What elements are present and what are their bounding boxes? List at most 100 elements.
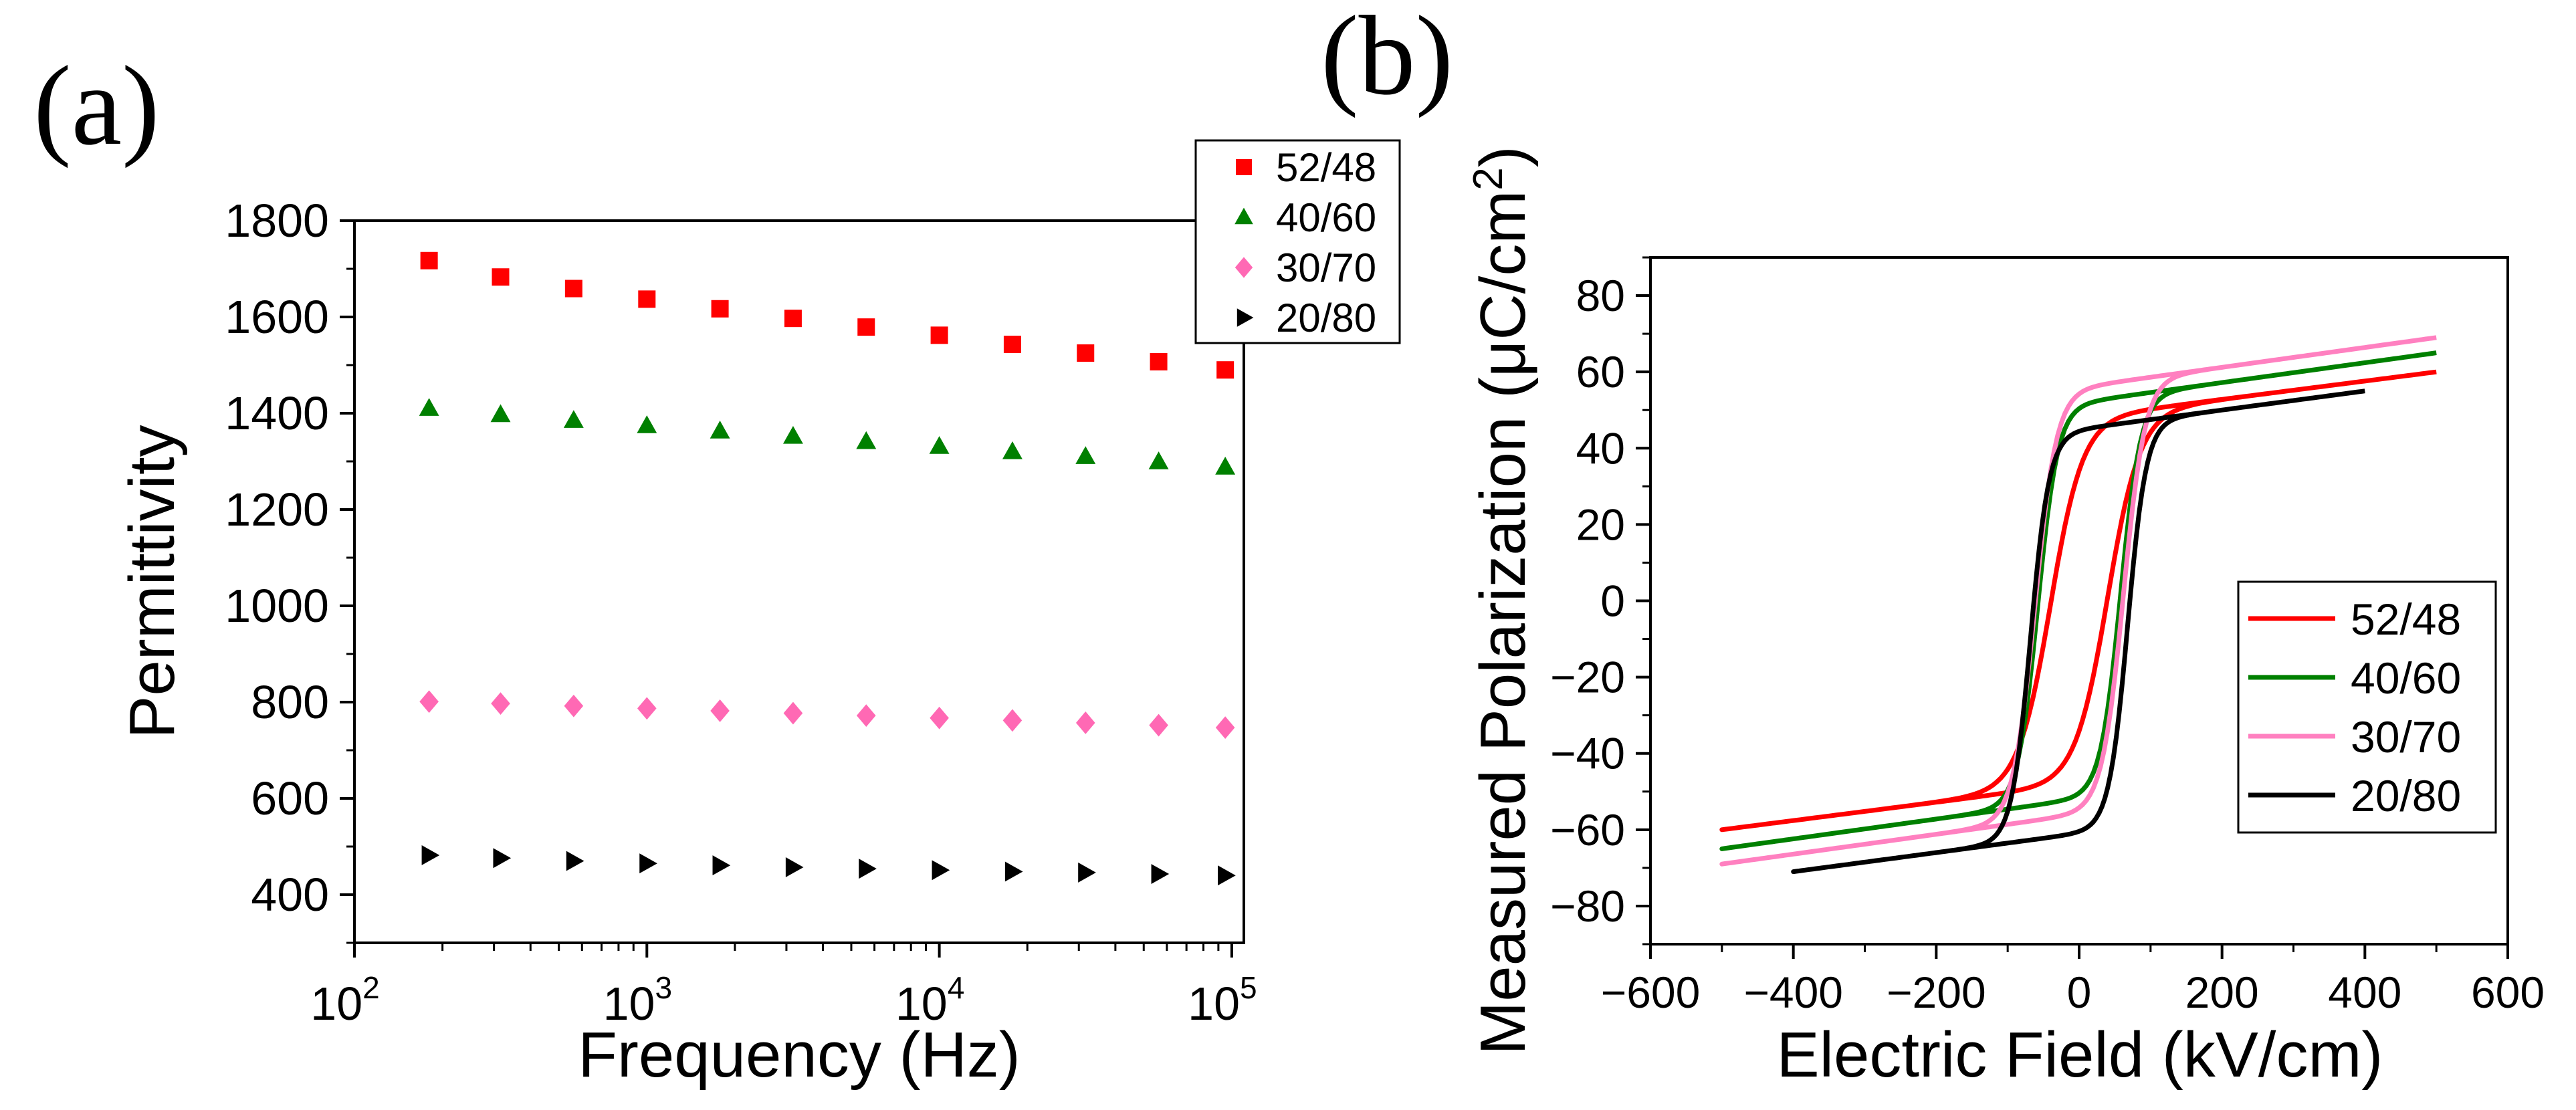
panel-b-x-tick-label: 400 [2328, 968, 2401, 1017]
panel-a: (a) 102 103 104 105 400 600 800 1000 1200 1400 16… [33, 43, 1401, 1091]
panel-a-data-point [857, 318, 875, 336]
panel-b-y-tick-label: −20 [1550, 653, 1625, 702]
panel-a-y-tick-label: 1200 [225, 483, 329, 536]
panel-a-data-point [856, 431, 877, 449]
panel-a-data-point [1149, 713, 1168, 737]
panel-a-y-tick-label: 1600 [225, 291, 329, 343]
panel-b-y-axis-label-close: ) [1467, 146, 1539, 167]
panel-a-data-point [1003, 336, 1021, 354]
panel-a-data-point [1151, 864, 1170, 884]
panel-b-legend-box [2237, 580, 2497, 834]
panel-a-data-point [564, 694, 584, 717]
panel-b-y-tick-label: −80 [1550, 881, 1625, 931]
panel-b-y-tick-label: 20 [1576, 500, 1625, 549]
panel-a-data-point [492, 268, 510, 286]
panel-a-data-point [419, 398, 439, 416]
panel-a-y-tick-label: 800 [251, 676, 329, 728]
panel-a-data-point [1078, 862, 1096, 883]
panel-b-loop-30-70 [1719, 335, 2437, 867]
panel-b-x-tick-label: −200 [1887, 968, 1986, 1017]
panel-a-axes-frame [353, 219, 1245, 944]
panel-b-y-tick-label: −60 [1550, 805, 1625, 855]
panel-b-legend-label: 20/80 [2351, 771, 2461, 820]
panel-a-data-point [782, 425, 803, 444]
panel-a-data-point [1148, 451, 1169, 469]
panel-a-legend-label: 20/80 [1276, 296, 1376, 340]
panel-a-data-point [1004, 861, 1023, 882]
panel-a-legend-box [1194, 139, 1401, 344]
panel-b-y-axis-label-main: Measured Polarization (μC/cm [1467, 191, 1539, 1055]
panel-a-data-point [566, 851, 584, 871]
panel-b-loop-52-48 [1719, 369, 2437, 832]
panel-a-data-point [1215, 457, 1236, 475]
panel-a-data-point [1075, 711, 1095, 734]
panel-a-data-point [419, 690, 439, 713]
panel-a-data-point [637, 415, 657, 433]
panel-a-data-point [784, 310, 802, 328]
panel-b-y-axis-label-sup: 2 [1465, 167, 1511, 190]
panel-a-y-tick-label: 1400 [225, 387, 329, 439]
panel-b-x-tick-label: −400 [1743, 968, 1843, 1017]
panel-b: (b) −600 −400 −200 0 200 400 600 −80−60−40−200… [1321, 0, 2545, 1091]
panel-b-y-tick-label: 40 [1576, 423, 1625, 473]
panel-a-y-tick-label: 1000 [225, 580, 329, 632]
panel-a-data-point [1218, 865, 1236, 886]
panel-a-series-52-48 [420, 251, 1235, 379]
panel-b-loop-20-80 [1791, 388, 2365, 875]
panel-a-data-point [785, 857, 804, 877]
panel-a-x-tick-label: 105 [1188, 970, 1257, 1030]
panel-a-data-point [1075, 446, 1096, 464]
panel-a-data-point [711, 300, 729, 318]
panel-a-data-point [1216, 361, 1235, 379]
panel-a-legend-label: 52/48 [1276, 145, 1376, 190]
panel-b-y-tick-label: 80 [1576, 271, 1625, 320]
panel-a-data-point [638, 290, 656, 308]
panel-b-x-tick-label: 0 [2067, 968, 2092, 1017]
panel-b-y-tick-label: 0 [1600, 576, 1625, 626]
panel-a-series-40-60 [419, 398, 1236, 475]
panel-b-legend-label: 52/48 [2351, 594, 2461, 644]
panel-b-x-tick-label: 600 [2471, 968, 2545, 1017]
panel-b-y-tick-label: −40 [1550, 729, 1625, 778]
panel-a-data-point [1150, 352, 1168, 370]
panel-a-legend-label: 30/70 [1276, 245, 1376, 290]
panel-a-data-point [1215, 716, 1235, 740]
panel-a-series-20-80 [421, 845, 1236, 886]
panel-b-y-tick-label: 60 [1576, 347, 1625, 397]
panel-a-x-tick-label: 103 [603, 970, 672, 1030]
panel-a-x-axis-label: Frequency (Hz) [578, 1019, 1021, 1091]
panel-a-data-point [710, 699, 730, 722]
panel-a-label: (a) [33, 43, 160, 169]
panel-b-axes-frame [1649, 256, 2509, 946]
panel-a-legend-marker [1237, 308, 1254, 327]
panel-a-data-point [490, 404, 511, 423]
panel-a-data-point [420, 251, 438, 269]
panel-a-data-point [639, 853, 657, 874]
panel-a-x-tick-label: 102 [310, 970, 379, 1030]
panel-a-data-point [712, 855, 731, 876]
panel-a-y-tick-label: 1800 [225, 195, 329, 247]
panel-a-legend-marker [1236, 159, 1252, 175]
panel-a-data-point [929, 436, 950, 454]
panel-a-data-point [493, 848, 512, 869]
panel-a-data-point [1002, 441, 1023, 459]
panel-a-data-point [930, 706, 949, 730]
panel-a-x-tick-label: 104 [895, 970, 964, 1030]
panel-a-y-tick-label: 400 [251, 869, 329, 921]
panel-a-legend-label: 40/60 [1276, 195, 1376, 240]
panel-a-data-point [1002, 709, 1023, 732]
panel-a-data-point [421, 845, 440, 865]
panel-b-label: (b) [1321, 0, 1453, 118]
panel-a-legend-marker [1235, 257, 1253, 278]
panel-b-x-axis-label: Electric Field (kV/cm) [1777, 1019, 2383, 1091]
panel-a-data-point [783, 701, 803, 725]
panel-b-x-tick-label: −600 [1601, 968, 1701, 1017]
panel-a-y-axis-label: Permittivity [116, 425, 188, 738]
panel-a-data-point [564, 280, 582, 298]
panel-a-data-point [1077, 344, 1095, 362]
panel-a-data-point [856, 704, 876, 728]
panel-a-data-point [710, 421, 730, 439]
panel-b-legend-label: 30/70 [2351, 712, 2461, 762]
panel-b-loop-40-60 [1719, 350, 2437, 851]
